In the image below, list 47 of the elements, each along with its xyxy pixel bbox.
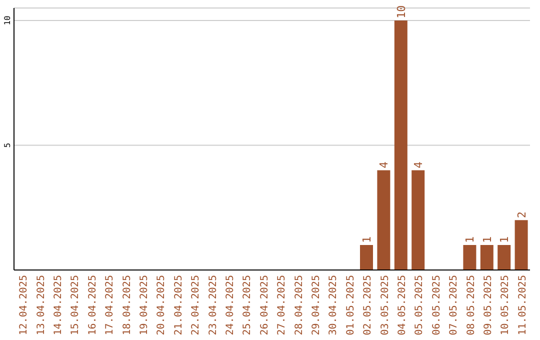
x-tick-label: 03.05.2025 [380,275,391,336]
x-tick-label: 18.04.2025 [122,275,133,336]
bar [514,220,528,270]
x-tick-label: 14.04.2025 [53,275,64,336]
x-tick-label: 04.05.2025 [397,275,408,336]
x-tick-label: 23.04.2025 [208,275,219,336]
data-label: 1 [498,236,512,244]
data-label: 1 [360,236,374,244]
bar [498,245,511,270]
x-tick-label: 17.04.2025 [104,275,116,336]
x-tick-label: 29.04.2025 [311,275,322,336]
x-tick-label: 26.04.2025 [259,275,270,336]
data-label: 10 [394,5,408,18]
x-tick-label: 07.05.2025 [448,275,460,336]
x-tick-label: 08.05.2025 [466,275,477,336]
x-tick-label: 25.04.2025 [242,275,254,336]
x-tick-label: 05.05.2025 [414,275,426,336]
x-tick-label: 19.04.2025 [139,275,150,336]
x-tick-label: 01.05.2025 [345,275,356,336]
x-tick-label: 06.05.2025 [431,275,442,336]
x-tick-label: 22.04.2025 [190,275,202,336]
data-label: 1 [480,236,494,244]
x-tick-label: 15.04.2025 [70,275,82,336]
bar [412,170,425,270]
x-tick-label: 21.04.2025 [173,275,184,336]
bar [480,245,494,270]
x-tick-label: 13.04.2025 [36,275,47,336]
x-tick-label: 24.04.2025 [225,275,236,336]
x-tick-label: 20.04.2025 [156,275,168,336]
x-tick-label: 09.05.2025 [483,275,494,336]
x-tick-label: 16.04.2025 [87,275,98,336]
x-tick-label: 10.05.2025 [500,275,512,336]
bar [394,20,408,270]
data-label: 4 [412,161,426,168]
x-tick-label: 27.04.2025 [276,275,288,336]
data-label: 4 [378,161,391,168]
data-label: 1 [464,236,477,244]
bar [360,245,373,270]
data-label: 2 [515,211,528,218]
bar [463,245,476,270]
x-tick-label: 30.04.2025 [328,275,340,336]
x-tick-label: 12.04.2025 [18,275,30,336]
x-tick-label: 02.05.2025 [362,275,374,336]
x-tick-label: 11.05.2025 [517,275,528,336]
x-tick-label: 28.04.2025 [294,275,305,336]
y-tick-label: 5 [3,142,12,148]
bar [377,170,390,270]
